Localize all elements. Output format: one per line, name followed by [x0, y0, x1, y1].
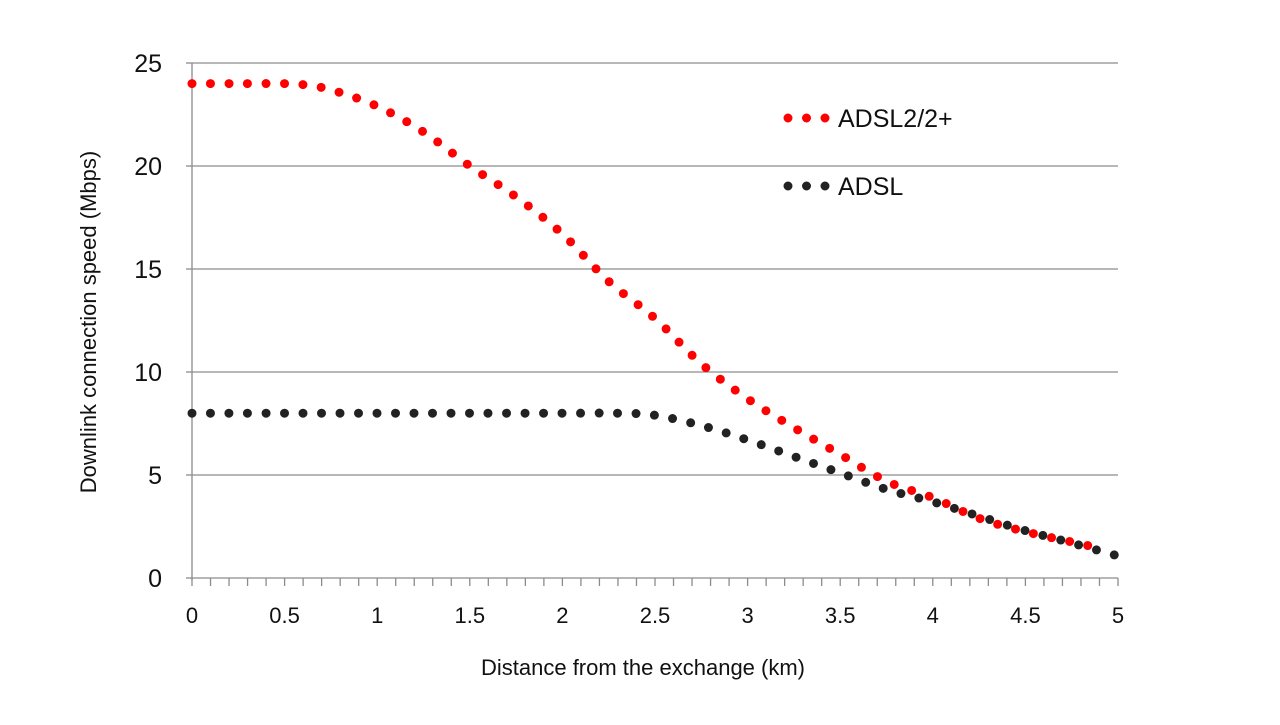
grid — [192, 62, 1118, 476]
x-tick-label: 3 — [741, 603, 753, 628]
series-line-adsl — [187, 408, 1123, 561]
x-tick-label: 2 — [556, 603, 568, 628]
x-tick-label: 1.5 — [455, 603, 486, 628]
y-axis-label: Downlink connection speed (Mbps) — [76, 151, 101, 493]
x-tick-label: 1 — [371, 603, 383, 628]
series-line-adsl2-2- — [187, 79, 1104, 553]
x-tick-label: 5 — [1112, 603, 1124, 628]
y-tick-label: 20 — [134, 153, 162, 181]
y-tick-label: 25 — [134, 50, 162, 78]
x-tick-label: 3.5 — [825, 603, 856, 628]
y-tick-label: 0 — [148, 565, 162, 593]
y-tick-label: 10 — [134, 359, 162, 387]
x-tick-label: 2.5 — [640, 603, 671, 628]
x-tick-label: 4 — [927, 603, 939, 628]
legend-label: ADSL2/2+ — [838, 105, 953, 133]
legend: ADSL2/2+ ADSL — [783, 105, 953, 201]
x-tick-label: 0 — [186, 603, 198, 628]
y-tick-label: 15 — [134, 256, 162, 284]
x-tick-label: 0.5 — [269, 603, 300, 628]
series-group — [187, 79, 1123, 561]
y-tick-label: 5 — [148, 462, 162, 490]
legend-label: ADSL — [838, 173, 903, 201]
axes: 0 5 10 15 20 25 0 0.5 1 1.5 2 2.5 3 3.5 4 4.5 5 — [134, 50, 1124, 628]
x-axis-label: Distance from the exchange (km) — [481, 655, 805, 680]
x-tick-label: 4.5 — [1010, 603, 1041, 628]
